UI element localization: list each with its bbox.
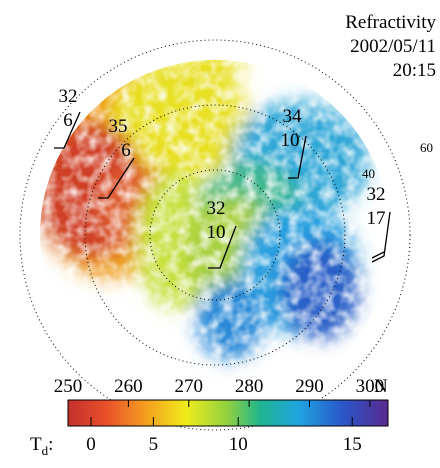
title-line: 2002/05/11 [350, 36, 436, 57]
title: Refractivity 2002/05/11 20:15 [345, 12, 436, 81]
wind-barb [371, 211, 391, 263]
station-dewpoint: 6 [63, 110, 73, 131]
station-temperature: 32 [367, 184, 386, 205]
stations: 32 6 35 6 34 10 32 10 32 17 [54, 86, 391, 269]
station-temperature: 34 [283, 106, 303, 127]
td-tick-label: 10 [229, 434, 248, 455]
colorbar-gradient [67, 399, 389, 427]
n-tick-label: 250 [54, 376, 83, 397]
n-unit-label: N [374, 376, 388, 397]
td-symbol: T [30, 434, 42, 455]
station-dewpoint: 10 [207, 222, 226, 243]
n-tick-label: 280 [235, 376, 264, 397]
n-tick-label: 300 [356, 376, 385, 397]
station-temperature: 35 [109, 116, 128, 137]
station-temperature: 32 [59, 86, 78, 107]
td-tick-label: 5 [149, 434, 159, 455]
td-tick-label: 15 [343, 434, 362, 455]
wind-barb [208, 225, 237, 269]
title-line: 20:15 [393, 60, 436, 81]
td-subscript: d [42, 443, 49, 458]
td-tick-label: 0 [86, 434, 96, 455]
station-dewpoint: 10 [281, 130, 300, 151]
n-tick-label: 260 [114, 376, 143, 397]
td-label: Td: [30, 434, 53, 458]
wind-barb [54, 111, 81, 149]
station-temperature: 32 [207, 198, 226, 219]
wind-barb [98, 157, 135, 199]
title-line: Refractivity [345, 12, 436, 33]
station-dewpoint: 6 [121, 140, 131, 161]
colorbar [67, 399, 389, 427]
n-tick-label: 290 [295, 376, 324, 397]
td-suffix: : [48, 434, 53, 455]
wind-barb [288, 135, 307, 179]
range-rings [19, 39, 411, 431]
station-dewpoint: 17 [367, 208, 386, 229]
range-label: 40 [362, 166, 375, 181]
n-tick-label: 270 [175, 376, 204, 397]
range-label: 60 [420, 140, 433, 155]
